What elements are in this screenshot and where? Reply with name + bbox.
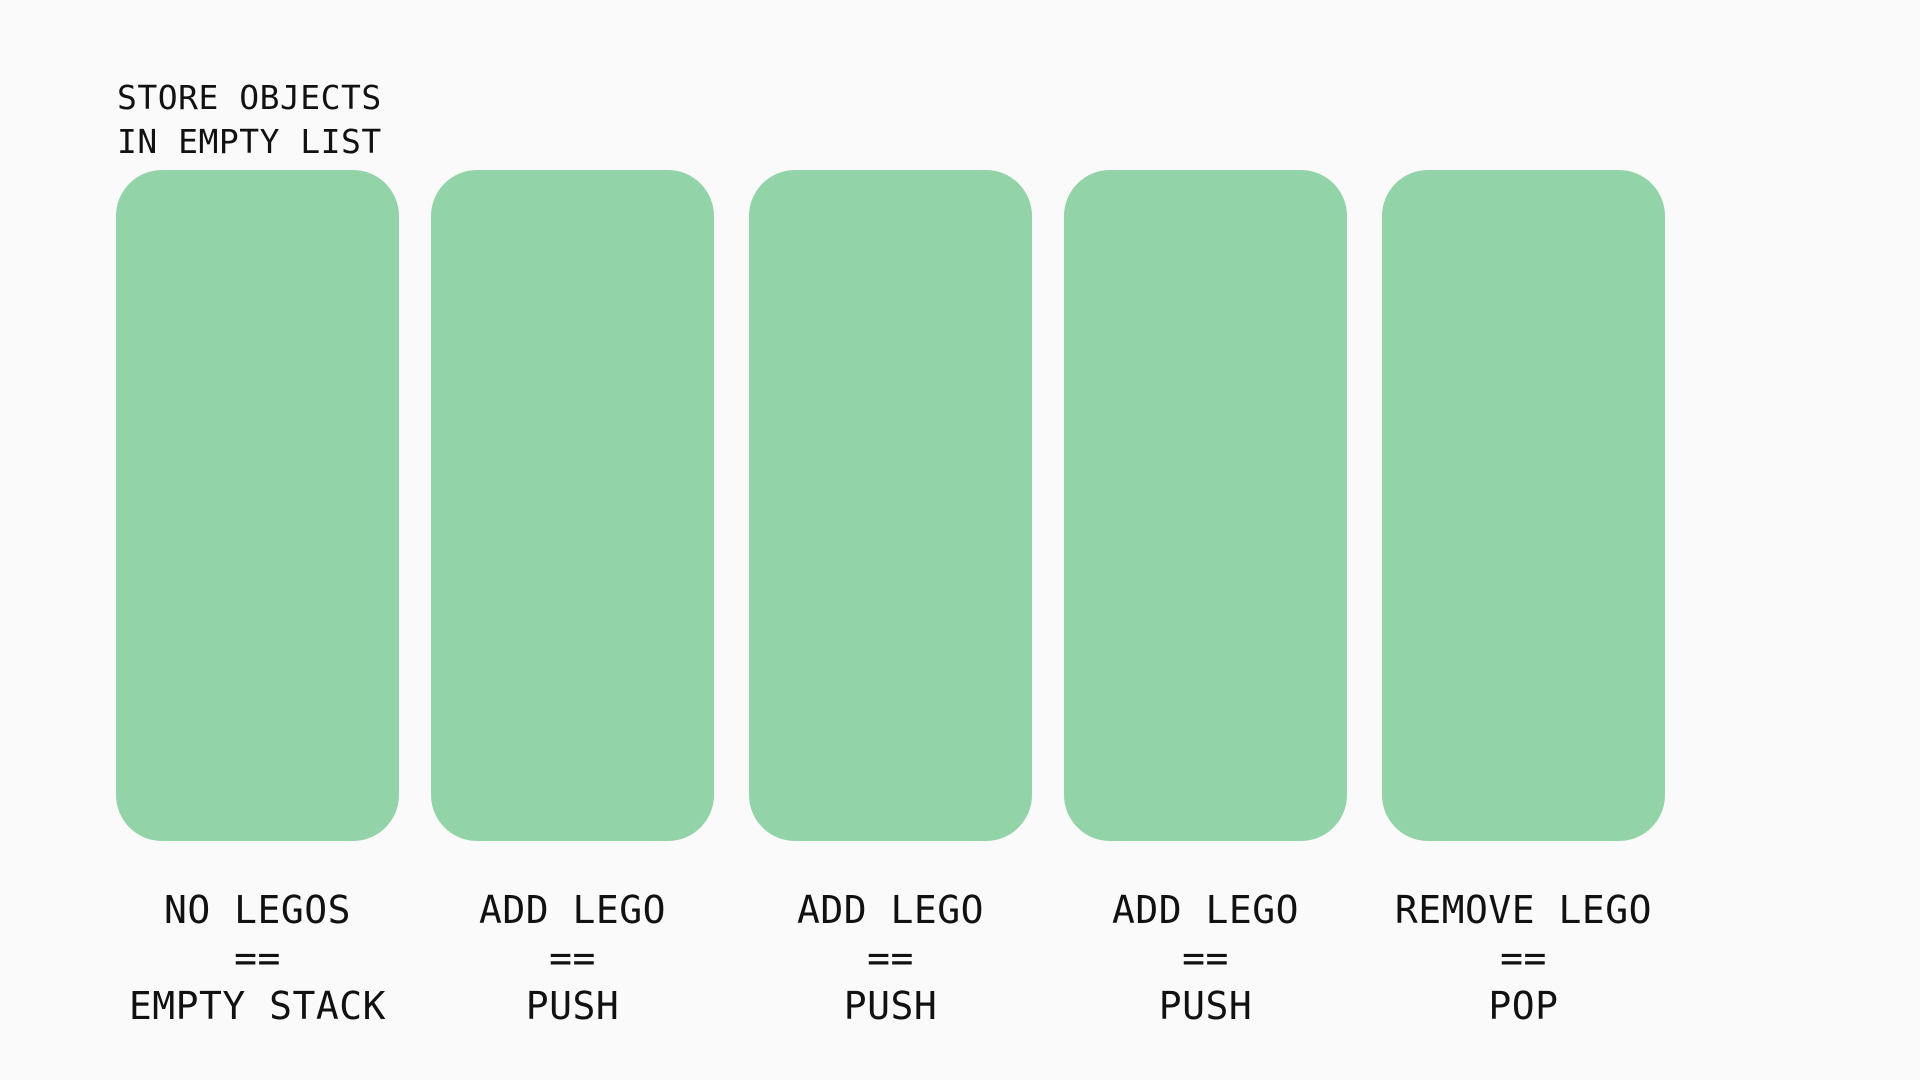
step-equals: == [1500,936,1547,980]
step-operation: PUSH [1158,984,1253,1028]
step-action: REMOVE LEGO [1394,888,1653,932]
step-operation: POP [1488,984,1559,1028]
stack-panel-2 [431,170,714,841]
step-label-4: ADD LEGO == PUSH [1064,886,1347,1030]
step-label-2: ADD LEGO == PUSH [431,886,714,1030]
stack-panel-1 [116,170,399,841]
diagram-heading: STORE OBJECTS IN EMPTY LIST [117,76,382,164]
step-equals: == [234,936,281,980]
step-operation: EMPTY STACK [128,984,387,1028]
step-label-1: NO LEGOS == EMPTY STACK [116,886,399,1030]
step-operation: PUSH [525,984,620,1028]
step-action: ADD LEGO [478,888,667,932]
step-action: ADD LEGO [796,888,985,932]
stack-panel-3 [749,170,1032,841]
step-label-5: REMOVE LEGO == POP [1382,886,1665,1030]
step-equals: == [1182,936,1229,980]
heading-line-1: STORE OBJECTS [117,78,382,117]
step-operation: PUSH [843,984,938,1028]
step-action: ADD LEGO [1111,888,1300,932]
step-equals: == [549,936,596,980]
heading-line-2: IN EMPTY LIST [117,122,382,161]
stack-panel-4 [1064,170,1347,841]
step-equals: == [867,936,914,980]
step-action: NO LEGOS [163,888,352,932]
step-label-3: ADD LEGO == PUSH [749,886,1032,1030]
stack-panel-5 [1382,170,1665,841]
